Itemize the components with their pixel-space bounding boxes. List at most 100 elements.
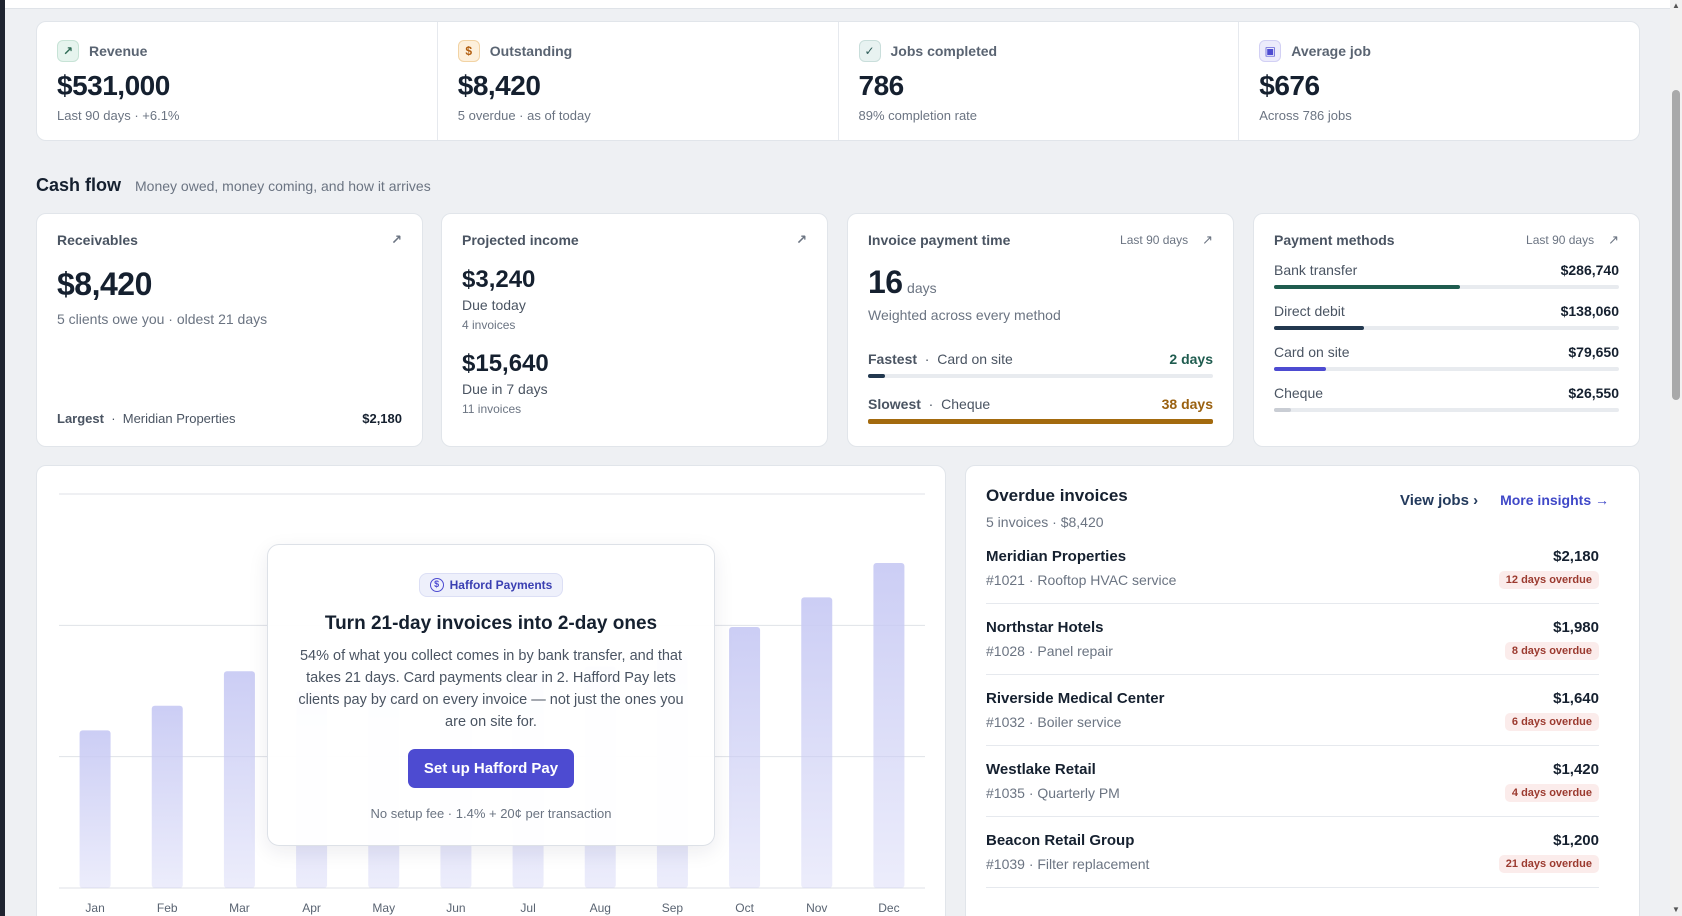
dollar-circle-icon: $ [429,578,444,592]
more-insights-label: More insights [1500,492,1592,508]
invoice-amount: $2,180 [1553,548,1599,565]
more-insights-link[interactable]: More insights → [1500,492,1609,509]
cashflow-section-title: Cash flow Money owed, money coming, and … [36,175,431,196]
overdue-invoice-row[interactable]: Westlake Retail #1035 · Quarterly PM $1,42… [986,746,1599,817]
promo-body: 54% of what you collect comes in by bank… [298,648,684,730]
slowest-method: Cheque [941,396,991,412]
promo-note: No setup fee · 1.4% + 20¢ per transactio… [370,806,612,821]
invoice-amount: $1,200 [1553,832,1599,849]
card-label: Payment methods [1274,232,1395,248]
largest-row: Largest · Meridian Properties $2,180 [57,411,402,426]
bar-mar[interactable] [223,671,255,888]
method-name: Card on site [1274,344,1350,360]
kpi-label: Outstanding [489,43,573,59]
method-bar-fill [1274,326,1364,330]
method-name: Direct debit [1274,303,1345,319]
receivables-card[interactable]: Receivables ↗ $8,420 5 clients owe you ·… [36,213,423,447]
slowest-row: Slowest · Cheque 38 days [868,396,1213,424]
open-arrow-icon[interactable]: ↗ [796,232,807,247]
kpi-average-job: ▣ Average job $676 Across 786 jobs [1239,22,1639,140]
x-tick-label: Jul [520,901,535,915]
overdue-badge: 21 days overdue [1498,855,1599,873]
fastest-value: 2 days [1169,351,1213,367]
card-label: Projected income [462,232,579,248]
method-bar [1274,408,1619,412]
kpi-sub: 89% completion rate [858,108,978,123]
slowest-label: Slowest [868,396,921,412]
x-tick-label: Sep [662,901,684,915]
method-amount: $286,740 [1560,262,1619,278]
kpi-label: Jobs completed [890,43,998,59]
x-tick-label: Apr [302,901,321,915]
largest-label: Largest [57,411,104,426]
bar-jan[interactable] [79,730,111,888]
payment-method-row: Cheque $26,550 [1274,385,1619,412]
method-bar [1274,285,1619,289]
promo-badge: $ Hafford Payments [418,573,564,597]
bar-oct[interactable] [729,626,761,888]
check-circle-icon: ✓ [858,40,881,62]
kpi-value: 786 [858,70,905,101]
section-subtitle: Money owed, money coming, and how it arr… [135,178,431,194]
slowest-bar [868,419,1213,424]
client-name: Riverside Medical Center [986,690,1165,707]
slowest-value: 38 days [1161,396,1213,412]
section-heading: Cash flow [36,175,122,195]
x-tick-label: Dec [878,901,899,915]
fastest-row: Fastest · Card on site 2 days [868,351,1213,378]
open-arrow-icon[interactable]: ↗ [1202,232,1213,247]
overdue-invoice-row[interactable]: Riverside Medical Center #1032 · Boiler s… [986,675,1599,746]
overdue-badge: 6 days overdue [1504,713,1599,731]
kpi-value: $531,000 [57,70,170,101]
payment-time-unit: days [907,280,937,296]
arrow-right-icon: → [1595,492,1609,508]
overdue-invoice-row[interactable]: Beacon Retail Group #1039 · Filter replac… [986,817,1599,888]
x-tick-label: Mar [229,901,250,915]
overdue-invoices-card: Overdue invoices 5 invoices · $8,420 Vie… [965,465,1640,916]
bar-nov[interactable] [801,597,833,888]
fastest-method: Card on site [937,351,1013,367]
vertical-scrollbar[interactable]: ▲ ▼ [1670,0,1682,916]
top-bar [5,0,1682,9]
payment-time-card[interactable]: Invoice payment time Last 90 days ↗ 16 da… [847,213,1234,447]
payment-method-row: Bank transfer $286,740 [1274,262,1619,289]
view-jobs-link[interactable]: View jobs › [1400,492,1478,509]
slowest-bar-fill [868,419,1213,424]
open-arrow-icon[interactable]: ↗ [391,232,402,247]
kpi-label: Average job [1291,43,1371,59]
scroll-up-icon[interactable]: ▲ [1672,1,1680,10]
method-bar-fill [1274,408,1292,412]
method-amount: $79,650 [1568,344,1619,360]
bar-feb[interactable] [151,705,183,888]
method-bar-fill [1274,367,1326,371]
client-name: Northstar Hotels [986,619,1104,636]
payment-time-value: 16 [868,264,903,300]
scroll-down-icon[interactable]: ▼ [1672,905,1680,914]
kpi-label: Revenue [89,43,148,59]
invoice-amount: $1,420 [1553,761,1599,778]
invoice-desc: #1032 · Boiler service [986,714,1122,730]
method-amount: $138,060 [1560,303,1619,319]
due-today-label: Due today [462,297,526,313]
scrollbar-thumb[interactable] [1672,90,1680,400]
payment-methods-card[interactable]: Payment methods Last 90 days ↗ Bank trans… [1253,213,1640,447]
card-label: Invoice payment time [868,232,1011,248]
projected-income-card[interactable]: Projected income ↗ $3,240 Due today 4 in… [441,213,828,447]
due-today-value: $3,240 [462,266,536,293]
period-label: Last 90 days [1120,233,1189,247]
bar-dec[interactable] [873,562,905,888]
due-week-value: $15,640 [462,350,549,377]
due-week-count: 11 invoices [462,402,522,416]
setup-hafford-pay-button[interactable]: Set up Hafford Pay [407,749,575,788]
client-name: Beacon Retail Group [986,832,1135,849]
x-tick-label: Nov [806,901,827,915]
open-arrow-icon[interactable]: ↗ [1608,232,1619,247]
trend-up-icon: ↗ [57,40,79,62]
overdue-badge: 12 days overdue [1498,571,1599,589]
method-bar [1274,326,1619,330]
overdue-invoice-row[interactable]: Northstar Hotels #1028 · Panel repair $1,9… [986,604,1599,675]
fastest-label: Fastest [868,351,918,367]
overdue-invoice-row[interactable]: Meridian Properties #1021 · Rooftop HVAC … [986,536,1599,604]
card-label: Receivables [57,232,138,248]
largest-amount: $2,180 [362,411,402,426]
